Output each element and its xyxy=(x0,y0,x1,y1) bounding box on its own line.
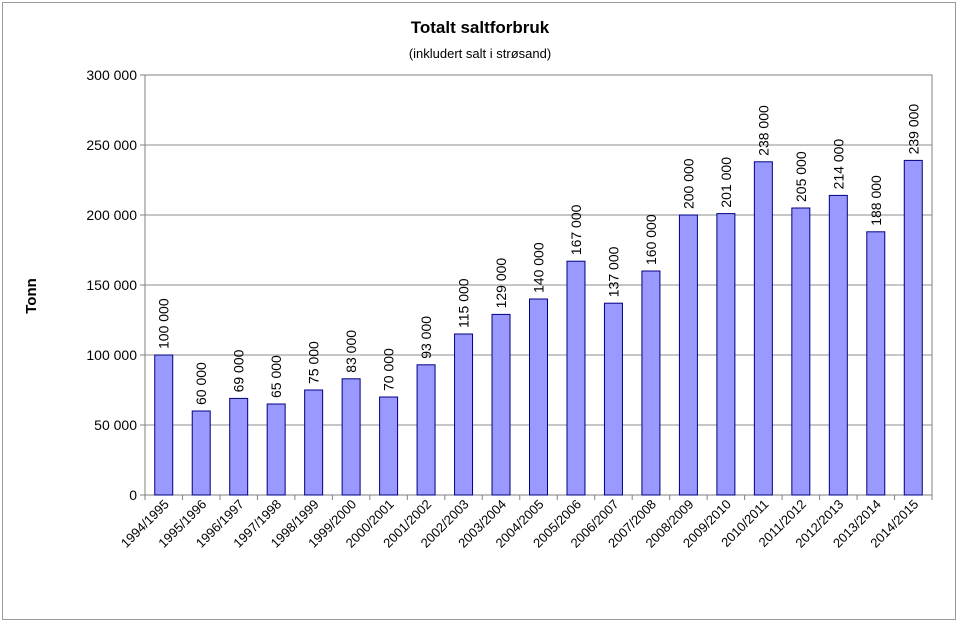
data-label: 70 000 xyxy=(381,348,397,391)
data-label: 188 000 xyxy=(868,175,884,226)
data-label: 93 000 xyxy=(418,316,434,359)
data-label: 75 000 xyxy=(306,341,322,384)
y-tick-label: 200 000 xyxy=(86,207,137,223)
data-label: 160 000 xyxy=(643,214,659,265)
data-label: 239 000 xyxy=(905,104,921,155)
data-label: 214 000 xyxy=(830,139,846,190)
y-axis-label: Tonn xyxy=(23,278,40,314)
chart-title: Totalt saltforbruk xyxy=(410,18,550,37)
bar xyxy=(416,364,436,496)
bar xyxy=(753,161,773,496)
data-label: 129 000 xyxy=(493,258,509,309)
data-label: 69 000 xyxy=(231,349,247,392)
data-label: 100 000 xyxy=(156,298,172,349)
data-label: 65 000 xyxy=(268,355,284,398)
y-axis-ticks: 0 50 000 100 000 150 000 200 000 250 000 300 0… xyxy=(86,67,145,503)
bar xyxy=(341,378,361,496)
y-tick-label: 50 000 xyxy=(94,417,137,433)
y-tick-label: 0 xyxy=(129,487,137,503)
data-label: 238 000 xyxy=(755,105,771,156)
y-tick-label: 150 000 xyxy=(86,277,137,293)
data-label: 167 000 xyxy=(568,204,584,255)
data-labels: 100 000 60 000 69 000 65 000 75 000 83 000 70 … xyxy=(156,104,922,405)
data-label: 200 000 xyxy=(680,158,696,209)
bar xyxy=(791,207,811,496)
bars xyxy=(154,159,923,496)
data-label: 60 000 xyxy=(193,362,209,405)
bar xyxy=(229,397,249,496)
bar xyxy=(304,389,324,496)
bar xyxy=(379,396,399,496)
bar xyxy=(566,260,586,496)
y-tick-label: 100 000 xyxy=(86,347,137,363)
bar xyxy=(266,403,286,496)
x-axis-ticks: 1994/19951995/19961996/19971997/19981998… xyxy=(118,495,933,551)
bar xyxy=(866,231,886,496)
data-label: 137 000 xyxy=(605,246,621,297)
y-tick-label: 300 000 xyxy=(86,67,137,83)
y-tick-label: 250 000 xyxy=(86,137,137,153)
bar xyxy=(454,333,474,496)
bar xyxy=(154,354,174,496)
bar xyxy=(903,159,923,496)
chart-subtitle: (inkludert salt i strøsand) xyxy=(408,46,552,61)
data-label: 201 000 xyxy=(718,157,734,208)
bar xyxy=(529,298,548,496)
data-label: 140 000 xyxy=(531,242,547,293)
data-label: 205 000 xyxy=(793,151,809,202)
bar xyxy=(678,214,698,496)
bar xyxy=(491,313,511,496)
bar xyxy=(716,213,736,496)
bar xyxy=(603,302,623,496)
bar xyxy=(641,270,661,496)
data-label: 83 000 xyxy=(343,330,359,373)
data-label: 115 000 xyxy=(456,278,472,328)
bar xyxy=(828,194,848,496)
bar xyxy=(191,410,211,496)
